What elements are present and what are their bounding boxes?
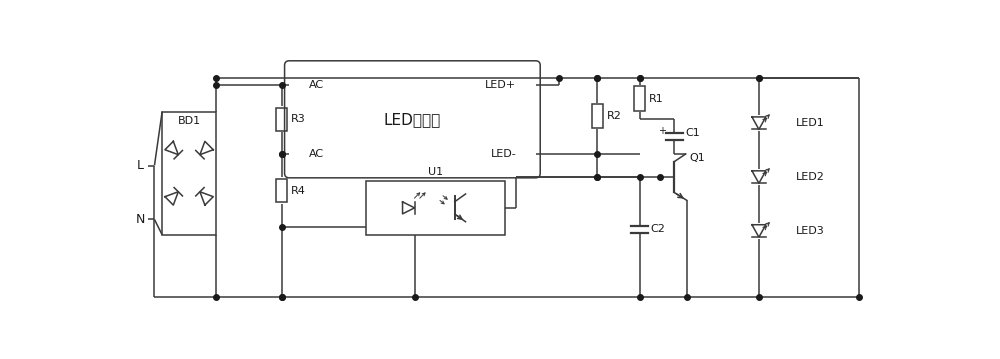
Text: +: + (658, 126, 666, 136)
Text: AC: AC (308, 80, 324, 90)
Bar (634, 86, 645, 111)
Bar (592, 103, 603, 128)
Text: BD1: BD1 (178, 116, 201, 126)
Text: R2: R2 (606, 111, 621, 121)
Text: N: N (136, 213, 145, 226)
Bar (162, 112, 216, 235)
Text: LED3: LED3 (796, 226, 825, 236)
Bar (276, 179, 287, 202)
Text: LED2: LED2 (796, 172, 825, 182)
Bar (366, 181, 505, 235)
Text: AC: AC (308, 149, 324, 159)
Text: C2: C2 (650, 224, 665, 234)
Text: U1: U1 (428, 167, 443, 177)
Text: Q1: Q1 (690, 153, 705, 163)
Text: LED驱动器: LED驱动器 (384, 112, 441, 127)
Text: L: L (137, 159, 144, 172)
Text: LED-: LED- (491, 149, 516, 159)
Text: R3: R3 (291, 114, 305, 124)
Text: R1: R1 (649, 94, 664, 103)
Text: LED+: LED+ (485, 80, 516, 90)
Text: C1: C1 (685, 128, 700, 138)
Text: LED1: LED1 (796, 118, 825, 128)
Bar (276, 108, 287, 131)
Text: R4: R4 (291, 186, 306, 196)
